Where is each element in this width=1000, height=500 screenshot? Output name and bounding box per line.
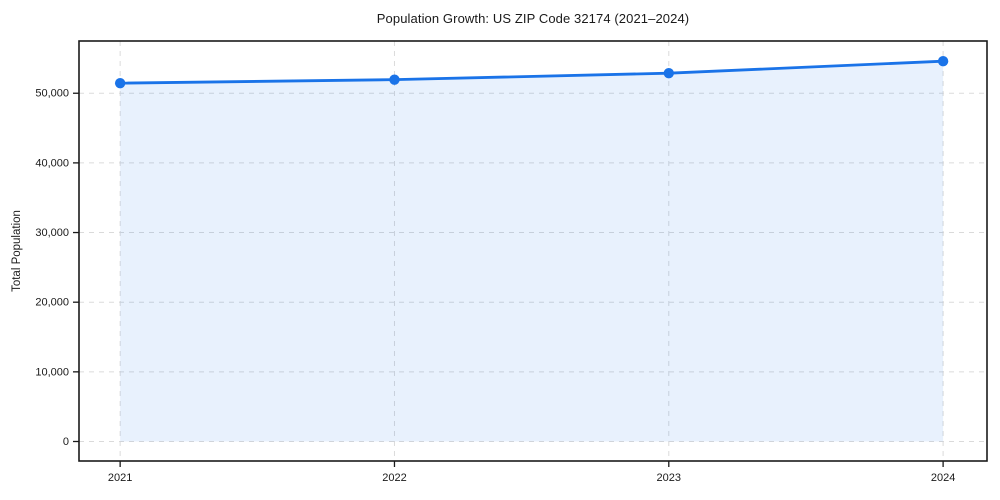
gridlines — [79, 41, 987, 461]
plot-border — [78, 40, 988, 462]
tick-labels: 0 10,000 20,000 30,000 40,000 50,000 2021 2022 2… — [35, 88, 955, 484]
y-tick-label: 30,000 — [35, 227, 69, 239]
chart-title: Population Growth: US ZIP Code 32174 (20… — [376, 11, 690, 26]
data-point-2021 — [114, 77, 126, 89]
data-points — [114, 55, 949, 89]
x-tick-label: 2024 — [931, 472, 955, 484]
data-point-2022 — [389, 74, 400, 85]
y-tick-label: 0 — [63, 436, 69, 448]
x-tick-label: 2021 — [108, 472, 132, 484]
data-point-2023 — [663, 67, 674, 79]
x-tick-label: 2023 — [657, 472, 681, 484]
y-tick-label: 10,000 — [35, 366, 69, 378]
y-tick-label: 20,000 — [35, 297, 69, 309]
area-fill — [120, 61, 944, 442]
x-tick-label: 2022 — [382, 472, 406, 484]
data-point-2024 — [937, 55, 949, 67]
tick-marks — [73, 92, 944, 467]
y-tick-label: 50,000 — [35, 88, 69, 100]
series-line — [118, 59, 945, 85]
y-tick-label: 40,000 — [35, 157, 69, 169]
